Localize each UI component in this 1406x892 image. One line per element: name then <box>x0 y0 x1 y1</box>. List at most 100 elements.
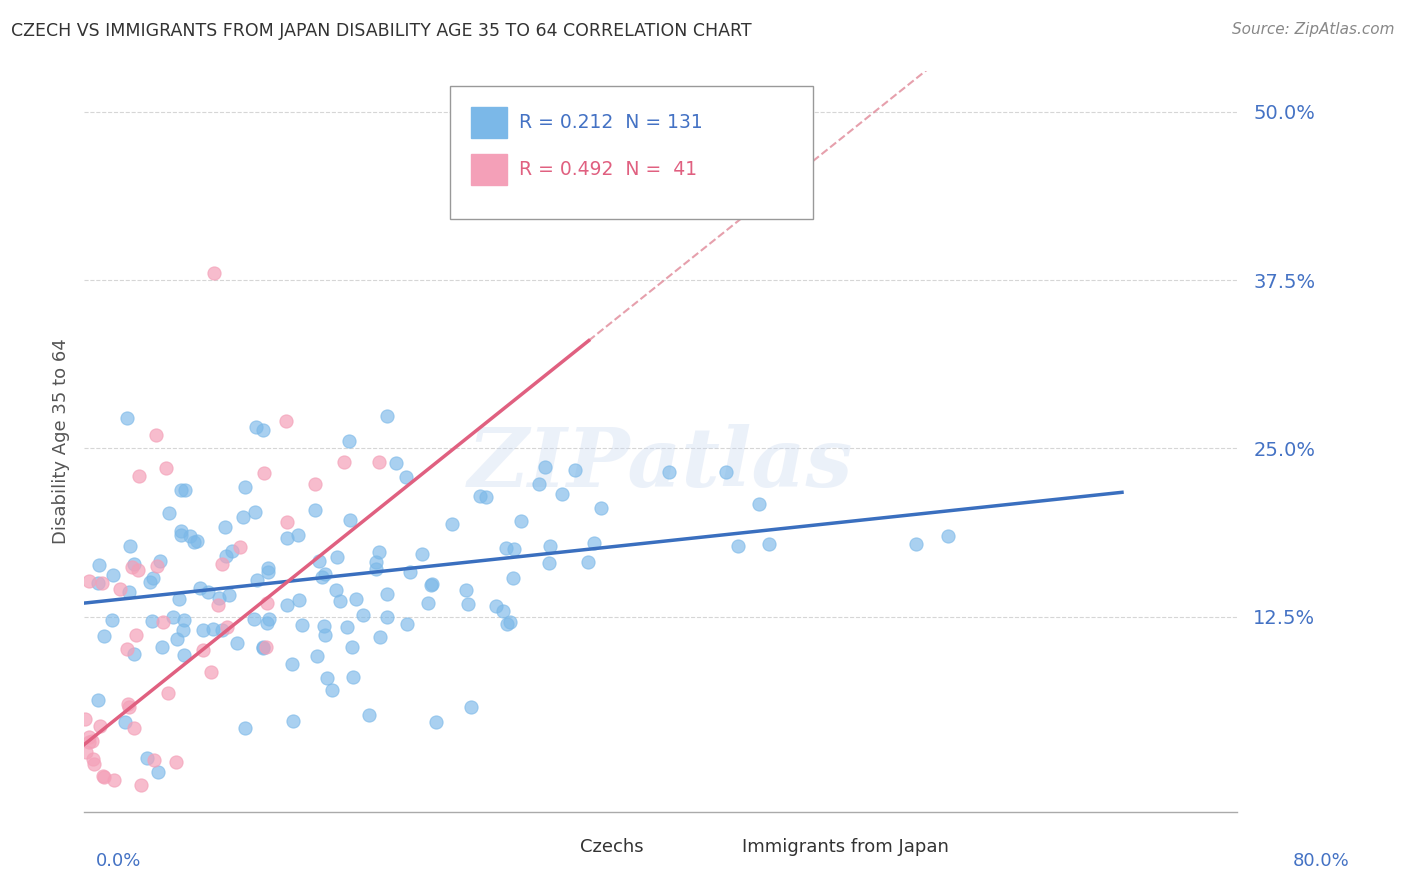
Point <box>304 477 326 491</box>
Point <box>276 515 298 529</box>
Point <box>291 618 314 632</box>
Point <box>499 615 522 629</box>
Point <box>87 558 110 572</box>
Point <box>257 612 280 626</box>
Point <box>336 620 359 634</box>
Point <box>245 419 267 434</box>
Point <box>364 562 387 576</box>
Point <box>385 457 408 471</box>
Point <box>288 592 311 607</box>
Point <box>193 623 215 637</box>
Point <box>457 597 479 611</box>
Point <box>727 539 749 553</box>
Point <box>93 770 115 784</box>
Point <box>120 540 142 554</box>
Point <box>377 587 399 601</box>
Point <box>316 671 339 685</box>
Point <box>368 545 391 559</box>
Point <box>280 657 302 672</box>
Point <box>366 555 388 569</box>
Point <box>496 617 519 632</box>
Point <box>82 751 104 765</box>
Point <box>359 708 381 723</box>
Point <box>142 571 165 585</box>
Text: R = 0.492  N =  41: R = 0.492 N = 41 <box>519 160 697 178</box>
Point <box>77 730 100 744</box>
Point <box>155 461 177 475</box>
Point <box>534 460 557 475</box>
Point <box>257 561 280 575</box>
Point <box>287 528 309 542</box>
Point <box>503 541 526 556</box>
Point <box>202 266 225 280</box>
Point <box>342 670 364 684</box>
Point <box>551 487 574 501</box>
Point <box>905 537 928 551</box>
Point <box>256 616 278 631</box>
Point <box>157 686 180 700</box>
Point <box>188 582 211 596</box>
Point <box>936 529 959 543</box>
Point <box>232 510 254 524</box>
Point <box>145 427 167 442</box>
Point <box>149 553 172 567</box>
Point <box>748 497 770 511</box>
Point <box>304 503 326 517</box>
Point <box>173 613 195 627</box>
Point <box>128 469 150 483</box>
Text: ZIPatlas: ZIPatlas <box>468 424 853 504</box>
Text: 80.0%: 80.0% <box>1294 852 1350 870</box>
Point <box>118 585 141 599</box>
Point <box>485 599 508 614</box>
Point <box>492 604 515 618</box>
Point <box>101 613 124 627</box>
Point <box>411 547 433 561</box>
Y-axis label: Disability Age 35 to 64: Disability Age 35 to 64 <box>52 339 70 544</box>
Point <box>186 533 208 548</box>
Point <box>441 516 464 531</box>
Point <box>468 489 491 503</box>
Point <box>311 569 333 583</box>
Point <box>127 563 149 577</box>
Point <box>333 455 356 469</box>
Point <box>495 541 517 556</box>
Point <box>276 414 298 428</box>
Point <box>200 665 222 680</box>
Point <box>218 588 240 602</box>
Point <box>207 591 229 605</box>
Point <box>576 555 599 569</box>
Point <box>658 465 681 479</box>
Point <box>167 592 190 607</box>
Point <box>340 640 363 654</box>
Point <box>252 423 274 437</box>
Point <box>214 520 236 534</box>
Point <box>229 541 252 555</box>
Point <box>337 434 360 449</box>
Point <box>456 582 478 597</box>
Point <box>139 575 162 590</box>
Point <box>170 483 193 497</box>
Point <box>233 721 256 735</box>
Point <box>537 556 560 570</box>
Bar <box>551 837 576 857</box>
Point <box>201 622 224 636</box>
Bar <box>471 153 508 185</box>
Point <box>146 558 169 573</box>
Bar <box>471 107 508 138</box>
Point <box>197 585 219 599</box>
Point <box>591 500 613 515</box>
Point <box>225 635 247 649</box>
Point <box>165 755 187 769</box>
Point <box>174 483 197 497</box>
Point <box>122 647 145 661</box>
Point <box>121 560 143 574</box>
Point <box>420 577 443 591</box>
Point <box>73 713 96 727</box>
Point <box>419 578 441 592</box>
Text: Immigrants from Japan: Immigrants from Japan <box>741 838 949 856</box>
Point <box>89 719 111 733</box>
Point <box>246 573 269 587</box>
Point <box>510 514 533 528</box>
Point <box>325 583 347 598</box>
Point <box>243 506 266 520</box>
